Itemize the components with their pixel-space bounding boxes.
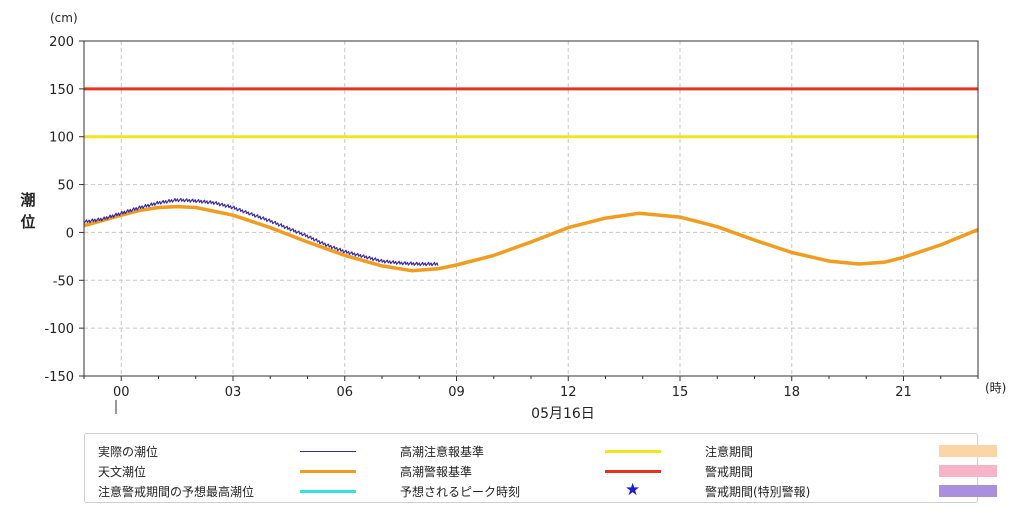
legend-label-8: 警戒期間(特別警報): [705, 485, 811, 499]
legend-label-1: 天文潮位: [98, 465, 147, 479]
x-tick-label-2: 06: [336, 385, 353, 400]
grid-layer: [84, 41, 978, 376]
x-tick-label-6: 18: [783, 385, 800, 400]
date-label: 05月16日: [531, 406, 595, 422]
y-tick-label-1: 150: [49, 83, 74, 98]
x-tick-label-4: 12: [560, 385, 577, 400]
y-axis-label-char-0: 潮: [20, 191, 35, 209]
y-unit-label: (cm): [50, 11, 78, 25]
plot-frame: [83, 40, 979, 377]
x-unit-label: (時): [985, 381, 1006, 395]
y-axis-label: 潮位: [20, 191, 35, 231]
legend-swatch-box: [939, 445, 997, 457]
legend-swatch-thick-line: [300, 470, 356, 473]
legend-swatch-thin-line: [300, 451, 356, 452]
x-tick-labels: 00 03 06 09 12 15 18 21: [83, 376, 979, 400]
y-tick-label-5: -50: [53, 274, 74, 289]
legend-label-7: 警戒期間: [705, 465, 754, 479]
legend-swatch-box: [939, 465, 997, 477]
y-tick-label-6: -100: [44, 322, 74, 337]
legend-swatch-box: [939, 485, 997, 497]
y-tick-label-3: 50: [57, 179, 74, 194]
legend-swatch-thick-line: [300, 490, 356, 493]
y-tick-label-4: 0: [66, 226, 74, 241]
tide-chart: 200 150 100 50 0 -50 -100 -150 00 03 06 09 12 15 18 21…: [20, 11, 1006, 422]
legend-label-2: 注意警戒期間の予想最高潮位: [98, 485, 255, 499]
star-icon: ★: [625, 480, 641, 500]
y-axis-label-char-1: 位: [20, 213, 35, 231]
y-tick-label-2: 100: [49, 131, 74, 146]
legend-label-6: 注意期間: [705, 445, 754, 459]
legend-swatch-thick-line: [605, 450, 661, 453]
x-tick-label-0: 00: [113, 385, 130, 400]
legend: 実際の潮位天文潮位注意警戒期間の予想最高潮位 高潮注意報基準 高潮警報基準予想される…: [84, 433, 997, 503]
x-tick-label-7: 21: [895, 385, 912, 400]
legend-label-5: 予想されるピーク時刻: [400, 485, 521, 499]
threshold-layer: [84, 87, 978, 139]
legend-label-0: 実際の潮位: [98, 445, 159, 459]
x-tick-label-3: 09: [448, 385, 465, 400]
x-tick-label-1: 03: [225, 385, 242, 400]
series-layer: [83, 197, 979, 273]
legend-label-4: 高潮警報基準: [400, 465, 473, 479]
legend-label-3: 高潮注意報基準: [400, 445, 485, 459]
series-line-astronomical-tide: [83, 204, 979, 273]
y-tick-label-0: 200: [49, 35, 74, 50]
y-tick-labels: 200 150 100 50 0 -50 -100 -150: [44, 35, 84, 385]
series-line-observed-tide: [83, 197, 439, 267]
legend-swatch-thick-line: [605, 470, 661, 473]
y-tick-label-7: -150: [44, 370, 74, 385]
x-tick-label-5: 15: [672, 385, 689, 400]
